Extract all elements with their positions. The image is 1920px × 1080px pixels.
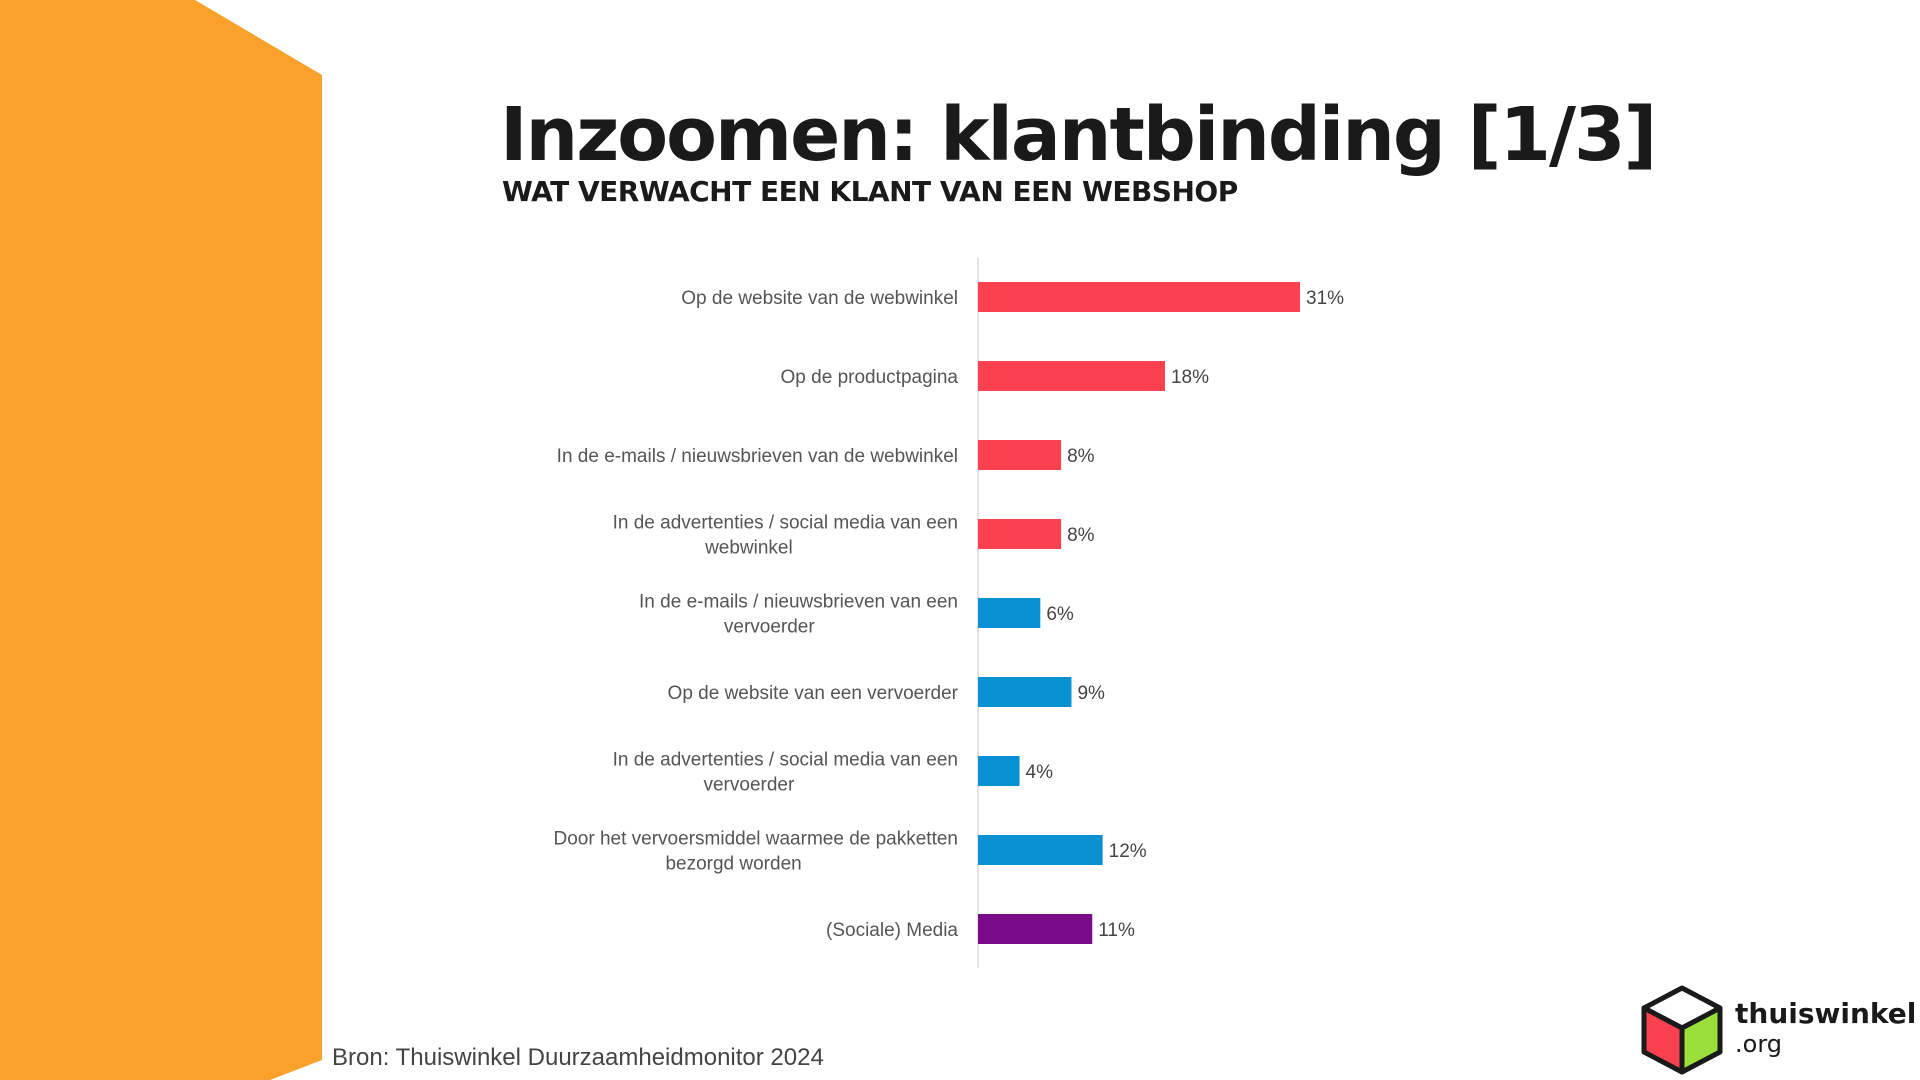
bar-2: [978, 361, 1165, 391]
category-label-5-line-2: vervoerder: [724, 617, 815, 638]
bar-8: [978, 835, 1103, 865]
logo-suffix: .org: [1735, 1030, 1782, 1058]
page-title: Inzoomen: klantbinding [1/3]: [500, 92, 1657, 178]
category-label-5-line-1: In de e-mails / nieuwsbrieven van een: [639, 592, 958, 613]
category-label-2: Op de productpagina: [781, 367, 959, 388]
orange-side-shape: [0, 0, 322, 1080]
bar-6: [978, 677, 1072, 707]
data-label-3: 8%: [1067, 446, 1095, 467]
data-label-5: 6%: [1046, 604, 1074, 625]
bar-4: [978, 519, 1062, 549]
data-label-7: 4%: [1026, 762, 1054, 783]
category-label-8-line-1: Door het vervoersmiddel waarmee de pakke…: [554, 829, 958, 850]
data-label-1: 31%: [1306, 288, 1344, 309]
bar-7: [978, 756, 1020, 786]
category-label-8-line-2: bezorgd worden: [665, 854, 801, 875]
category-label-6: Op de website van een vervoerder: [668, 683, 959, 704]
data-label-2: 18%: [1171, 367, 1209, 388]
category-label-4-line-2: webwinkel: [704, 538, 793, 559]
source-note: Bron: Thuiswinkel Duurzaamheidmonitor 20…: [332, 1044, 824, 1071]
page-subtitle: WAT VERWACHT EEN KLANT VAN EEN WEBSHOP: [502, 175, 1238, 208]
data-label-8: 12%: [1109, 841, 1147, 862]
data-label-6: 9%: [1077, 683, 1105, 704]
category-label-7-line-2: vervoerder: [703, 775, 794, 796]
bar-5: [978, 598, 1041, 628]
bar-1: [978, 282, 1300, 312]
category-label-3: In de e-mails / nieuwsbrieven van de web…: [557, 446, 958, 467]
bar-3: [978, 440, 1062, 470]
bar-9: [978, 914, 1093, 944]
category-label-7-line-1: In de advertenties / social media van ee…: [613, 750, 958, 771]
data-label-4: 8%: [1067, 525, 1095, 546]
category-label-4-line-1: In de advertenties / social media van ee…: [613, 513, 958, 534]
cube-logo-icon: [1641, 985, 1723, 1075]
logo-name: thuiswinkel: [1735, 997, 1917, 1030]
data-label-9: 11%: [1098, 920, 1135, 941]
category-label-9: (Sociale) Media: [826, 920, 958, 941]
logo-wordmark: thuiswinkel .org: [1735, 997, 1917, 1058]
category-label-1: Op de website van de webwinkel: [681, 288, 958, 309]
